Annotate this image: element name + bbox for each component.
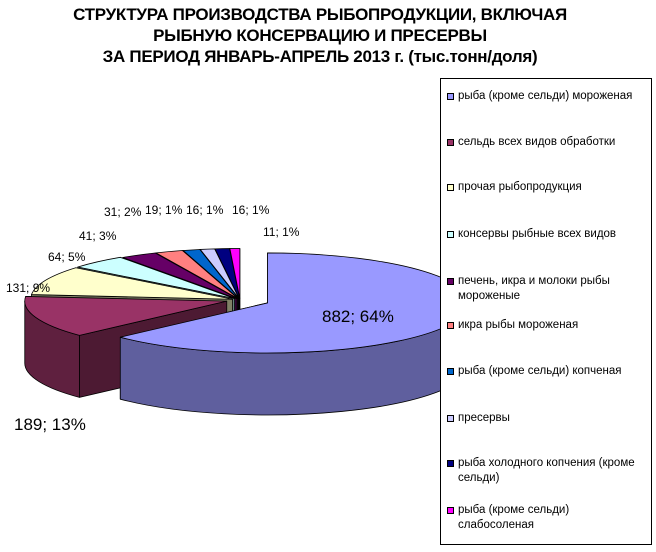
data-label-4: 41; 3% (79, 229, 117, 243)
legend-swatch-6 (447, 368, 454, 375)
chart-legend: рыба (кроме сельди) мороженая сельдь всех… (440, 78, 652, 545)
legend-swatch-9 (447, 507, 454, 514)
data-label-6: 19; 1% (145, 203, 183, 217)
legend-label-6: рыба (кроме сельди) копченая (458, 365, 622, 377)
legend-label-0: рыба (кроме сельди) мороженая (458, 90, 633, 102)
pie-slice-0 (119, 252, 440, 354)
pie-slice-2 (31, 267, 233, 300)
chart-title-line-3: ЗА ПЕРИОД ЯНВАРЬ-АПРЕЛЬ 2013 г. (тыс.тон… (102, 47, 538, 66)
legend-label-2: прочая рыбопродукция (458, 181, 582, 193)
legend-swatch-7 (447, 415, 454, 422)
pie-slice-6 (182, 249, 239, 299)
pie-slice-9 (229, 248, 241, 299)
data-label-0: 882; 64% (322, 307, 394, 326)
legend-swatch-3 (447, 231, 454, 238)
chart-title-line-1: СТРУКТУРА ПРОИЗВОДСТВА РЫБОПРОДУКЦИИ, ВК… (73, 5, 567, 24)
chart-title: СТРУКТУРА ПРОИЗВОДСТВА РЫБОПРОДУКЦИИ, ВК… (0, 4, 640, 67)
legend-swatch-5 (447, 322, 454, 329)
data-label-7: 16; 1% (186, 203, 224, 217)
data-label-2: 131; 9% (6, 281, 50, 295)
pie-slice-3 (77, 256, 235, 299)
pie-slice-7 (199, 248, 240, 299)
legend-swatch-4 (447, 278, 454, 285)
pie-slice-4 (122, 252, 238, 300)
legend-label-3: консервы рыбные всех видов (458, 228, 617, 240)
legend-swatch-0 (447, 93, 454, 100)
legend-item-0: рыба (кроме сельди) мороженая (447, 89, 647, 104)
legend-item-2: прочая рыбопродукция (447, 180, 647, 195)
legend-swatch-8 (447, 460, 454, 467)
legend-item-4: печень, икра и молоки рыбы мороженые (447, 274, 647, 304)
data-label-9: 11; 1% (263, 225, 300, 239)
pie-slice-5 (155, 250, 239, 300)
data-label-1: 189; 13% (14, 415, 86, 434)
legend-label-9: рыба (кроме сельди) слабосоленая (458, 504, 570, 531)
legend-swatch-2 (447, 184, 454, 191)
pie-chart: 882; 64% 189; 13% 131; 9% 64; 5% 41; 3% 31; 2… (6, 203, 440, 434)
data-label-8: 16; 1% (232, 203, 270, 217)
legend-label-8: рыба холодного копчения (кроме сельди) (458, 457, 635, 484)
pie-slice-1 (24, 296, 228, 336)
legend-swatch-1 (447, 139, 454, 146)
legend-item-9: рыба (кроме сельди) слабосоленая (447, 503, 647, 533)
legend-label-5: икра рыбы мороженая (458, 319, 579, 331)
legend-label-7: пресервы (458, 412, 510, 424)
data-label-3: 64; 5% (48, 250, 86, 264)
data-label-5: 31; 2% (104, 205, 142, 219)
legend-label-1: сельдь всех видов обработки (458, 136, 616, 148)
legend-item-3: консервы рыбные всех видов (447, 227, 647, 242)
legend-item-7: пресервы (447, 411, 647, 426)
legend-item-6: рыба (кроме сельди) копченая (447, 364, 647, 379)
legend-label-4: печень, икра и молоки рыбы мороженые (458, 275, 610, 302)
legend-item-1: сельдь всех видов обработки (447, 135, 647, 150)
legend-item-8: рыба холодного копчения (кроме сельди) (447, 456, 647, 486)
chart-title-line-2: РЫБНУЮ КОНСЕРВАЦИЮ И ПРЕСЕРВЫ (153, 26, 487, 45)
legend-item-5: икра рыбы мороженая (447, 318, 647, 333)
